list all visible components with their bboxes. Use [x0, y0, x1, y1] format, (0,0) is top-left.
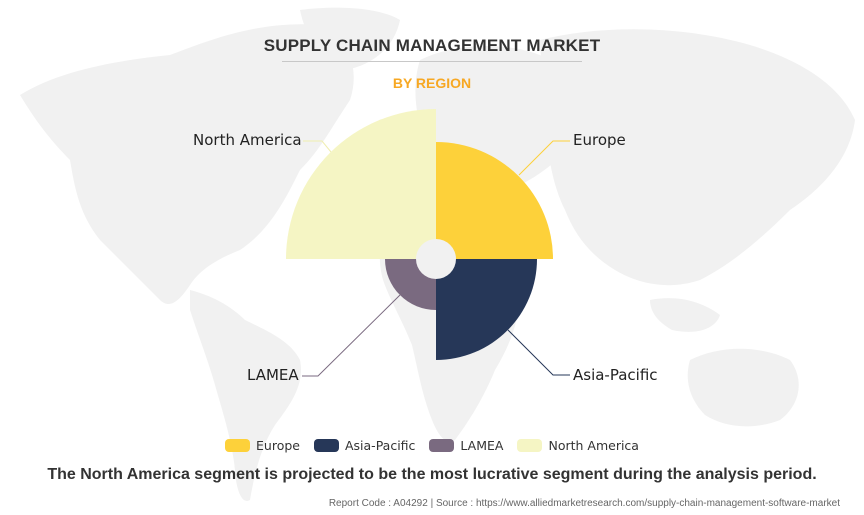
leader-line-north-america [303, 140, 332, 153]
legend-swatch-lamea [429, 439, 455, 452]
leader-line-europe [518, 140, 570, 176]
callout-north-america: North America [193, 131, 302, 149]
legend-label: Europe [256, 438, 300, 453]
callout-lamea: LAMEA [247, 366, 299, 384]
leader-line-asia-pacific [507, 329, 570, 376]
callout-europe: Europe [573, 131, 626, 149]
legend-label: LAMEA [460, 438, 504, 453]
legend-item-lamea[interactable]: LAMEA [429, 438, 503, 453]
chart-title: SUPPLY CHAIN MANAGEMENT MARKET [263, 36, 601, 55]
key-finding-statement: The North America segment is projected t… [47, 466, 817, 483]
legend-swatch-asia-pacific [313, 439, 339, 452]
leader-line-lamea [302, 294, 401, 377]
chart-subtitle: BY REGION [392, 75, 472, 91]
legend-label: North America [548, 438, 639, 453]
title-divider [282, 61, 582, 62]
segment-north-america[interactable] [286, 109, 436, 259]
segment-europe[interactable] [436, 142, 553, 259]
center-hole [416, 239, 456, 279]
callout-asia-pacific: Asia-Pacific [573, 366, 658, 384]
legend-item-asia-pacific[interactable]: Asia-Pacific [313, 438, 416, 453]
legend-label: Asia-Pacific [344, 438, 416, 453]
legend-item-europe[interactable]: Europe [225, 438, 300, 453]
legend-swatch-europe [225, 439, 251, 452]
legend-swatch-north-america [517, 439, 543, 452]
chart-legend: Europe Asia-Pacific LAMEA North America [0, 438, 864, 453]
source-citation: Report Code : A04292 | Source : https://… [328, 498, 840, 509]
segment-asia-pacific[interactable] [436, 259, 537, 360]
legend-item-north-america[interactable]: North America [517, 438, 639, 453]
